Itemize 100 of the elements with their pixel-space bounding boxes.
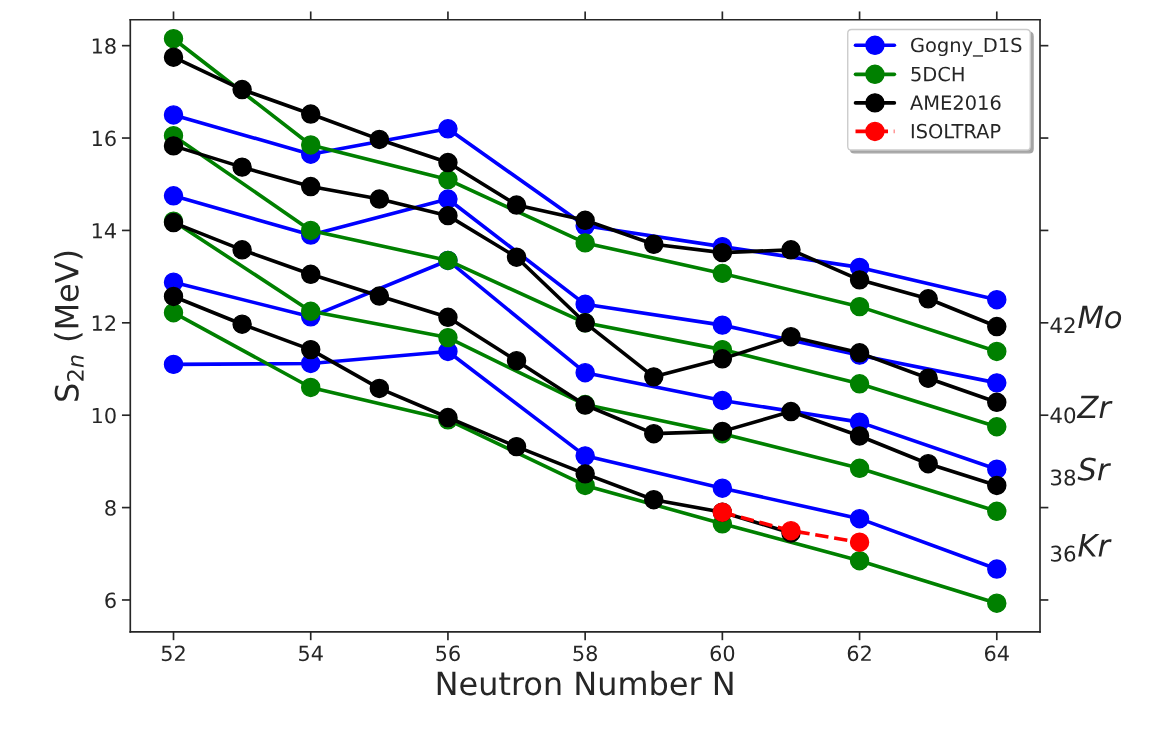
point — [644, 423, 664, 444]
point — [301, 176, 321, 197]
y-tick-label: 6 — [105, 592, 116, 609]
point — [163, 47, 184, 67]
point — [712, 478, 733, 498]
x-tick-label: 62 — [847, 645, 871, 662]
point — [506, 247, 527, 267]
point — [712, 242, 733, 263]
text: $_{38}$Sr — [1051, 457, 1111, 486]
point — [849, 296, 870, 317]
point — [438, 189, 458, 209]
point — [987, 459, 1007, 479]
point — [987, 341, 1007, 362]
point — [987, 316, 1007, 337]
legend-label: 5DCH — [911, 66, 964, 82]
x-tick-label: 60 — [710, 645, 735, 662]
point — [232, 157, 252, 177]
point — [644, 490, 664, 510]
point — [301, 220, 321, 241]
point — [369, 129, 390, 150]
point — [644, 234, 664, 255]
point — [575, 464, 595, 484]
point — [163, 354, 184, 375]
point — [163, 302, 184, 323]
point — [438, 169, 458, 190]
point — [849, 532, 870, 552]
point — [575, 294, 595, 315]
y-tick-label: 16 — [92, 130, 116, 147]
point — [644, 367, 664, 387]
point — [712, 315, 733, 335]
point — [987, 475, 1007, 496]
point — [987, 417, 1007, 437]
point — [506, 195, 527, 215]
point — [575, 210, 595, 230]
point — [301, 135, 321, 155]
point — [438, 307, 458, 327]
point — [163, 136, 184, 156]
point — [575, 446, 595, 466]
x-tick-label: 54 — [299, 645, 323, 662]
text: $_{42}$Mo — [1050, 305, 1122, 334]
x-axis-title: Neutron Number N — [437, 670, 733, 696]
point — [438, 327, 458, 348]
legend-label: Gogny_D1S — [911, 37, 1022, 57]
x-tick-label: 64 — [984, 645, 1009, 662]
legend-label: ISOLTRAP — [911, 123, 1001, 139]
point — [849, 270, 870, 290]
point — [918, 368, 938, 388]
point — [163, 186, 184, 206]
point — [232, 79, 252, 100]
text: $_{40}$Zr — [1050, 395, 1113, 424]
y-tick-label: 12 — [92, 315, 116, 331]
point — [781, 401, 801, 422]
point — [712, 349, 733, 369]
point — [369, 378, 390, 399]
point — [301, 264, 321, 285]
text: $_{36}$Kr — [1051, 534, 1112, 562]
point — [987, 559, 1007, 579]
point — [438, 152, 458, 173]
point — [506, 350, 527, 371]
x-tick-label: 56 — [436, 645, 460, 662]
point — [369, 189, 390, 209]
point — [438, 119, 458, 139]
x-tick-label: 52 — [161, 645, 185, 662]
point — [163, 286, 184, 307]
point — [918, 289, 938, 309]
point — [163, 105, 184, 125]
point — [987, 373, 1007, 393]
point — [987, 593, 1007, 613]
point — [712, 263, 733, 284]
y-tick-label: 18 — [92, 38, 116, 54]
point — [301, 377, 321, 398]
point — [232, 314, 252, 334]
point — [163, 29, 184, 49]
point — [301, 104, 321, 124]
point — [849, 458, 870, 479]
point — [438, 205, 458, 226]
y-axis-title: S$_{2n}$ (MeV) — [54, 251, 84, 401]
y-tick-label: 8 — [105, 500, 116, 516]
point — [301, 301, 321, 321]
y-tick-label: 10 — [92, 407, 116, 424]
point — [849, 374, 870, 394]
point — [575, 362, 595, 383]
point — [849, 508, 870, 529]
point — [987, 392, 1007, 412]
point — [918, 453, 938, 474]
point — [781, 240, 801, 260]
point — [987, 501, 1007, 522]
point — [506, 436, 527, 457]
y-tick-label: 14 — [92, 223, 116, 239]
point — [849, 550, 870, 571]
point — [301, 339, 321, 360]
point — [575, 233, 595, 253]
point — [849, 426, 870, 446]
point — [369, 286, 390, 306]
point — [232, 240, 252, 260]
point — [712, 390, 733, 411]
legend-label: AME2016 — [910, 95, 1001, 110]
point — [987, 289, 1007, 310]
x-tick-label: 58 — [573, 645, 597, 662]
point — [781, 326, 801, 347]
